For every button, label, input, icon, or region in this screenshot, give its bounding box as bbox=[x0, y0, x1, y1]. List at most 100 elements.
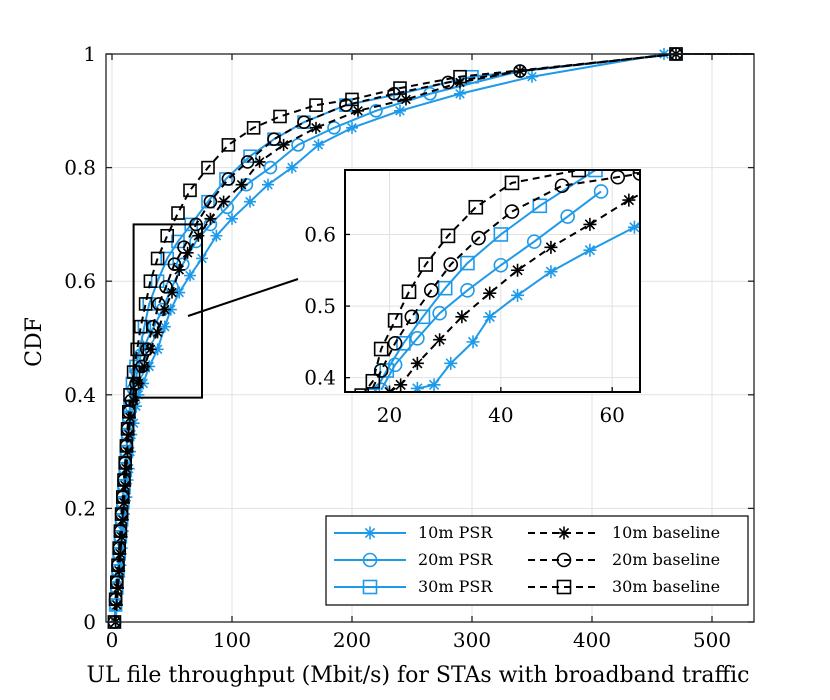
data-point-20m-baseline-20 bbox=[167, 257, 182, 271]
inset-data-point-20m-psr-6 bbox=[526, 234, 542, 249]
legend-label: 20m baseline bbox=[612, 550, 720, 569]
data-point-10m-baseline-30 bbox=[400, 93, 412, 106]
data-point-30m-baseline-24 bbox=[221, 138, 236, 152]
legend-entry-30m-baseline: 30m baseline bbox=[528, 577, 720, 596]
inset-data-point-10m-psr-6 bbox=[544, 265, 558, 279]
inset-data-point-10m-psr-2 bbox=[444, 356, 458, 370]
data-point-30m-baseline-26 bbox=[273, 109, 287, 124]
inset-data-point-30m-baseline-6 bbox=[440, 228, 456, 244]
main-series-group bbox=[107, 47, 754, 629]
main-plot-frame bbox=[105, 53, 755, 623]
legend-label: 30m PSR bbox=[418, 577, 493, 596]
inset-data-point-30m-psr-5 bbox=[460, 255, 475, 271]
inset-x-tick-label: 20 bbox=[377, 403, 402, 427]
data-point-30m-baseline-6 bbox=[114, 507, 129, 521]
data-point-30m-baseline-9 bbox=[118, 456, 132, 470]
inset-data-point-30m-baseline-3 bbox=[387, 313, 403, 328]
inset-series-group bbox=[354, 170, 640, 392]
inset-data-point-10m-psr-3 bbox=[466, 335, 480, 349]
data-point-30m-baseline-16 bbox=[134, 319, 148, 334]
x-tick-label: 200 bbox=[333, 628, 371, 652]
zoom-annotation bbox=[132, 223, 299, 399]
data-point-30m-baseline-2 bbox=[110, 575, 124, 590]
inset-data-point-10m-psr-5 bbox=[511, 288, 525, 302]
data-point-10m-psr-29 bbox=[312, 138, 325, 151]
inset-y-tick-label: 0.4 bbox=[304, 366, 336, 390]
y-tick-label: 0.2 bbox=[64, 496, 96, 520]
legend-entry-20m-baseline: 20m baseline bbox=[528, 550, 720, 569]
inset-data-point-10m-baseline-5 bbox=[483, 286, 497, 300]
data-point-10m-psr-18 bbox=[151, 343, 164, 356]
inset-x-tick-label: 40 bbox=[488, 403, 513, 427]
inset-data-point-10m-psr-0 bbox=[410, 381, 424, 392]
data-point-10m-baseline-26 bbox=[253, 155, 266, 168]
data-point-10m-psr-33 bbox=[526, 70, 538, 83]
inset-background bbox=[345, 170, 640, 392]
data-point-30m-baseline-7 bbox=[116, 490, 130, 504]
data-point-30m-baseline-25 bbox=[246, 121, 261, 135]
x-tick-label: 0 bbox=[106, 628, 119, 652]
legend-marker-30m-psr bbox=[362, 579, 378, 595]
data-point-20m-baseline-23 bbox=[203, 194, 218, 209]
inset-data-point-10m-baseline-9 bbox=[622, 193, 636, 207]
data-point-10m-psr-28 bbox=[286, 161, 298, 174]
inset-data-point-20m-baseline-8 bbox=[554, 178, 570, 194]
data-point-10m-baseline-22 bbox=[192, 229, 205, 242]
data-point-10m-psr-24 bbox=[210, 229, 223, 242]
inset-data-point-10m-baseline-2 bbox=[410, 356, 424, 370]
series-30m-baseline bbox=[107, 47, 754, 629]
inset-data-point-20m-baseline-7 bbox=[504, 204, 520, 219]
inset-data-point-30m-baseline-2 bbox=[373, 341, 389, 357]
data-point-10m-baseline-17 bbox=[151, 326, 164, 339]
inset-data-point-20m-baseline-4 bbox=[423, 283, 439, 298]
data-point-20m-psr-29 bbox=[369, 104, 383, 118]
inset-data-point-30m-psr-6 bbox=[493, 227, 509, 242]
data-point-10m-psr-19 bbox=[158, 320, 171, 333]
data-point-10m-psr-21 bbox=[173, 286, 186, 299]
data-point-20m-baseline-27 bbox=[297, 115, 311, 129]
data-point-30m-baseline-23 bbox=[201, 160, 215, 175]
data-point-30m-baseline-3 bbox=[111, 558, 125, 573]
inset-series-line-30m-baseline bbox=[363, 170, 596, 392]
data-point-30m-baseline-30 bbox=[453, 69, 467, 84]
data-point-10m-baseline-28 bbox=[310, 121, 322, 134]
data-point-10m-psr-27 bbox=[262, 178, 274, 191]
data-point-30m-baseline-11 bbox=[120, 422, 135, 436]
data-point-10m-psr-32 bbox=[454, 87, 466, 100]
inset-data-point-30m-baseline-0 bbox=[354, 388, 369, 392]
inset-series-line-30m-psr bbox=[373, 170, 597, 392]
data-point-30m-baseline-15 bbox=[130, 342, 144, 357]
y-tick-label: 0.6 bbox=[64, 269, 96, 293]
data-point-20m-baseline-16 bbox=[140, 342, 154, 357]
data-point-10m-baseline-16 bbox=[144, 343, 157, 356]
data-point-20m-baseline-19 bbox=[159, 280, 173, 294]
legend-entry-10m-baseline: 10m baseline bbox=[528, 523, 720, 542]
legend-label: 30m baseline bbox=[612, 577, 720, 596]
legend-marker-30m-baseline bbox=[556, 579, 572, 595]
inset-series-30m-baseline bbox=[354, 170, 640, 392]
zoom-connector-line bbox=[187, 278, 299, 317]
x-tick-label: 300 bbox=[453, 628, 491, 652]
inset-data-point-30m-psr-2 bbox=[396, 336, 411, 351]
legend-marker-10m-baseline bbox=[557, 526, 571, 540]
data-point-10m-psr-31 bbox=[394, 104, 406, 117]
data-point-10m-baseline-14 bbox=[132, 377, 145, 390]
data-point-30m-baseline-27 bbox=[309, 98, 323, 112]
inset-data-point-10m-baseline-3 bbox=[433, 333, 447, 347]
data-point-30m-baseline-20 bbox=[160, 228, 174, 243]
inset-data-point-20m-baseline-3 bbox=[404, 309, 420, 325]
inset-data-point-20m-psr-4 bbox=[460, 283, 475, 298]
inset-series-30m-psr bbox=[365, 170, 603, 392]
inset-data-point-20m-psr-5 bbox=[493, 257, 509, 273]
legend-marker-20m-psr bbox=[362, 552, 378, 568]
data-point-10m-baseline-18 bbox=[158, 303, 171, 316]
data-point-30m-baseline-8 bbox=[117, 473, 131, 487]
legend-marker-10m-psr bbox=[363, 526, 377, 540]
inset-series-10m-psr bbox=[410, 219, 640, 392]
data-point-10m-psr-22 bbox=[184, 269, 196, 282]
x-axis-label: UL file throughput (Mbit/s) for STAs wit… bbox=[87, 663, 750, 688]
inset-data-point-30m-psr-0 bbox=[365, 388, 381, 392]
data-point-20m-psr-26 bbox=[263, 160, 278, 175]
